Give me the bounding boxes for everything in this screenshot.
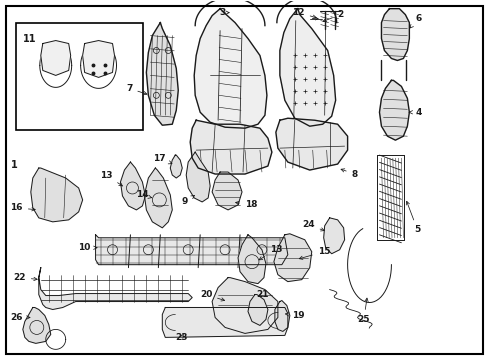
Polygon shape xyxy=(279,9,335,126)
Polygon shape xyxy=(212,278,277,333)
Polygon shape xyxy=(39,268,192,310)
Text: 7: 7 xyxy=(126,84,146,95)
Text: 23: 23 xyxy=(175,333,187,342)
Text: 12: 12 xyxy=(292,8,316,18)
Text: 26: 26 xyxy=(10,313,30,322)
Text: 5: 5 xyxy=(406,201,420,234)
Text: 17: 17 xyxy=(152,154,172,164)
Text: 13: 13 xyxy=(259,245,282,260)
Text: 19: 19 xyxy=(285,311,304,320)
Polygon shape xyxy=(144,168,172,228)
Polygon shape xyxy=(190,120,271,174)
Text: 22: 22 xyxy=(13,273,37,282)
Polygon shape xyxy=(273,234,311,282)
Text: 18: 18 xyxy=(235,201,257,210)
Text: 1: 1 xyxy=(11,160,18,170)
Polygon shape xyxy=(379,80,408,140)
Polygon shape xyxy=(381,9,408,60)
Polygon shape xyxy=(41,41,71,75)
Polygon shape xyxy=(323,218,344,254)
Polygon shape xyxy=(212,172,242,210)
Polygon shape xyxy=(31,168,82,222)
Text: 25: 25 xyxy=(357,298,369,324)
Bar xyxy=(16,23,143,130)
Polygon shape xyxy=(82,41,114,77)
Polygon shape xyxy=(194,9,266,128)
Text: 3: 3 xyxy=(219,8,229,17)
Polygon shape xyxy=(95,235,287,265)
Text: 8: 8 xyxy=(340,169,357,179)
Polygon shape xyxy=(146,23,178,125)
Polygon shape xyxy=(120,162,145,210)
Polygon shape xyxy=(238,235,265,284)
Polygon shape xyxy=(170,155,182,178)
Text: 11: 11 xyxy=(23,33,36,44)
Text: 10: 10 xyxy=(78,243,97,252)
Text: 24: 24 xyxy=(302,220,324,231)
Polygon shape xyxy=(162,307,287,337)
Polygon shape xyxy=(247,294,267,325)
Polygon shape xyxy=(275,118,347,170)
Text: 9: 9 xyxy=(182,195,194,206)
Text: 4: 4 xyxy=(408,108,421,117)
Text: 6: 6 xyxy=(409,14,421,28)
Text: 21: 21 xyxy=(255,290,268,299)
Text: 13: 13 xyxy=(100,171,122,186)
Text: 20: 20 xyxy=(199,290,224,301)
Text: 15: 15 xyxy=(299,247,329,260)
Text: 14: 14 xyxy=(136,190,151,199)
Polygon shape xyxy=(23,307,51,343)
Polygon shape xyxy=(274,301,289,332)
Text: 16: 16 xyxy=(10,203,35,212)
Polygon shape xyxy=(186,152,210,202)
Text: 2: 2 xyxy=(323,10,343,22)
